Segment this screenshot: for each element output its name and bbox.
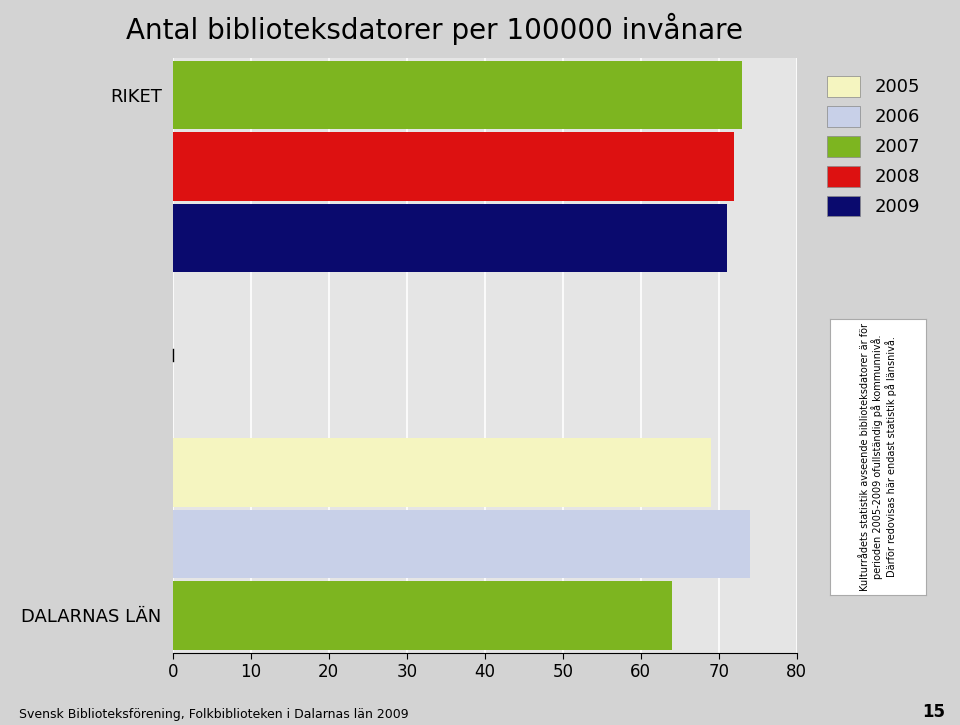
Bar xyxy=(173,61,742,129)
Bar xyxy=(173,724,703,725)
Bar xyxy=(173,0,719,58)
Text: 15: 15 xyxy=(923,703,946,721)
Bar xyxy=(173,133,734,201)
Bar xyxy=(173,204,727,272)
Bar xyxy=(173,510,750,579)
Title: Antal biblioteksdatorer per 100000 invånare: Antal biblioteksdatorer per 100000 invån… xyxy=(127,12,743,44)
Bar xyxy=(173,652,680,721)
Bar xyxy=(173,439,711,507)
Bar xyxy=(173,581,672,650)
Text: Svensk Biblioteksförening, Folkbiblioteken i Dalarnas län 2009: Svensk Biblioteksförening, Folkbibliotek… xyxy=(19,708,409,721)
Legend: 2005, 2006, 2007, 2008, 2009: 2005, 2006, 2007, 2008, 2009 xyxy=(818,67,929,225)
Text: Kulturrådets statistik avseende biblioteksdatorer är för
perioden 2005-2009 oful: Kulturrådets statistik avseende bibliote… xyxy=(859,323,898,591)
